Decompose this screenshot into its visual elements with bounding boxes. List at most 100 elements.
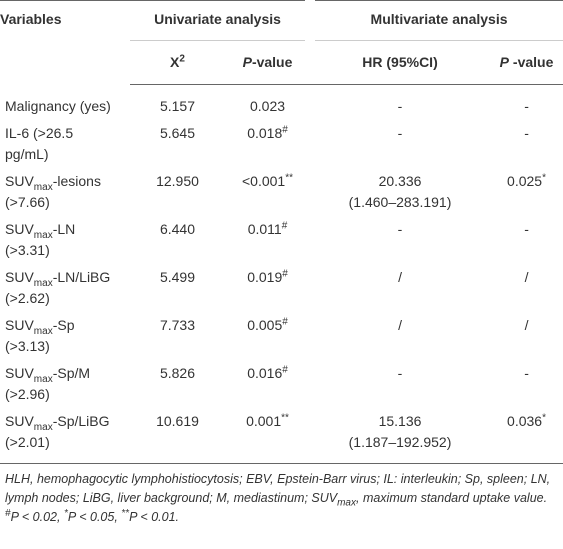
text-run: 15.136: [378, 413, 422, 429]
text-run: /: [398, 317, 402, 333]
text-run: -: [524, 98, 529, 114]
value-cell: 7.733: [130, 312, 225, 360]
value-cell: 15.136 (1.187–192.952): [310, 408, 491, 464]
text-run: 5.826: [159, 365, 196, 381]
value-cell: -: [490, 85, 563, 121]
value-cell: 6.440: [130, 216, 225, 264]
text-run: #: [282, 124, 288, 136]
text-run: IL-6 (>26.5: [5, 125, 74, 141]
footnotes: HLH, hemophagocytic lymphohistiocytosis;…: [0, 464, 563, 527]
text-run: (>2.96): [5, 386, 50, 402]
text-run: *: [542, 412, 546, 424]
variable-cell: SUVmax-lesions (>7.66): [0, 168, 130, 216]
value-cell: 12.950: [130, 168, 225, 216]
text-run: max: [33, 325, 53, 337]
value-cell: 5.499: [130, 264, 225, 312]
text-run: 7.733: [159, 317, 196, 333]
text-run: (>2.01): [5, 434, 50, 450]
header-cell: X2: [130, 40, 225, 85]
text-run: (>2.62): [5, 290, 50, 306]
text-run: -: [397, 125, 403, 141]
text-run: #: [282, 316, 288, 328]
variable-cell: SUVmax-Sp/LiBG (>2.01): [0, 408, 130, 464]
value-cell: -: [490, 120, 563, 168]
text-run: max: [337, 497, 356, 509]
text-run: #: [282, 364, 288, 376]
text-run: P < 0.05,: [67, 510, 122, 524]
text-run: Malignancy (yes): [5, 97, 111, 114]
text-run: SUV: [5, 317, 34, 333]
variable-cell: SUVmax-LN/LiBG (>2.62): [0, 264, 130, 312]
header-cell: HR (95%CI): [310, 40, 491, 85]
table-row: SUVmax-LN (>3.31) 6.440 0.011# - -: [0, 216, 563, 264]
variable-cell: Malignancy (yes): [0, 85, 130, 121]
text-run: (>7.66): [5, 194, 50, 210]
value-cell: /: [490, 312, 563, 360]
text-run: SUV: [5, 413, 34, 429]
text-run: /: [524, 269, 529, 285]
table-row: SUVmax-Sp/M (>2.96) 5.826 0.016# - -: [0, 360, 563, 408]
text-run: pg/mL): [5, 146, 49, 162]
value-cell: 5.645: [130, 120, 225, 168]
text-run: 12.950: [156, 173, 199, 189]
text-run: max: [33, 181, 53, 193]
header-cell: P-value: [225, 40, 311, 85]
text-run: 0.018: [247, 125, 283, 141]
text-run: -: [524, 125, 529, 141]
variable-cell: IL-6 (>26.5 pg/mL): [0, 120, 130, 168]
table-row: SUVmax-LN/LiBG (>2.62) 5.499 0.019# / /: [0, 264, 563, 312]
value-cell: /: [310, 264, 490, 312]
table-header: Variables Univariate analysis Multivaria…: [0, 0, 563, 85]
text-run: 0.001: [246, 413, 282, 429]
header-cell: P -value: [490, 40, 563, 85]
text-run: 0.036: [507, 413, 543, 429]
text-run: -Sp: [52, 317, 75, 333]
value-cell: -: [310, 216, 490, 264]
table-row: SUVmax-lesions (>7.66) 12.950 <0.001** 20.33…: [0, 168, 563, 216]
value-cell: 20.336 (1.460–283.191): [310, 168, 490, 216]
text-run: 0.025: [507, 173, 543, 189]
text-run: -: [397, 221, 403, 237]
text-run: -lesions: [52, 173, 101, 189]
text-run: P: [242, 54, 252, 70]
value-cell: 0.019#: [225, 264, 310, 312]
text-run: -: [524, 221, 529, 237]
text-run: -: [397, 365, 403, 381]
text-run: SUV: [5, 173, 34, 189]
text-run: -value: [251, 54, 293, 70]
text-run: 6.440: [159, 221, 196, 237]
text-run: max: [33, 229, 53, 241]
value-cell: /: [310, 312, 490, 360]
text-run: /: [398, 269, 402, 285]
text-run: 2: [179, 53, 185, 65]
value-cell: 0.023: [225, 85, 310, 121]
text-run: -LN/LiBG: [52, 269, 111, 285]
text-run: (1.460–283.191): [348, 194, 452, 210]
header-group: Multivariate analysis: [310, 0, 563, 41]
text-run: (>3.13): [5, 338, 50, 354]
text-run: 5.157: [159, 98, 196, 114]
text-run: 5.645: [159, 125, 196, 141]
text-run: -LN: [52, 221, 76, 237]
header-group-row: Variables Univariate analysis Multivaria…: [0, 0, 563, 85]
text-run: /: [524, 317, 529, 333]
value-cell: -: [310, 85, 490, 121]
text-run: **: [121, 507, 130, 519]
text-run: 0.023: [249, 98, 286, 114]
text-run: **: [285, 172, 294, 184]
text-run: 10.619: [156, 413, 199, 429]
value-cell: 0.016#: [225, 360, 310, 408]
text-run: *: [542, 172, 546, 184]
text-run: #: [281, 220, 288, 232]
text-run: Variables: [0, 11, 62, 27]
table-row: SUVmax-Sp/LiBG (>2.01) 10.619 0.001** 15.136…: [0, 408, 563, 464]
text-run: SUV: [5, 221, 34, 237]
table-row: IL-6 (>26.5 pg/mL) 5.645 0.018# - -: [0, 120, 563, 168]
text-run: 0.019: [247, 269, 283, 285]
text-run: 5.499: [159, 269, 196, 285]
text-run: P < 0.02,: [10, 510, 64, 524]
text-run: -Sp/M: [52, 365, 91, 381]
text-run: **: [281, 412, 289, 424]
value-cell: 5.157: [130, 85, 225, 121]
